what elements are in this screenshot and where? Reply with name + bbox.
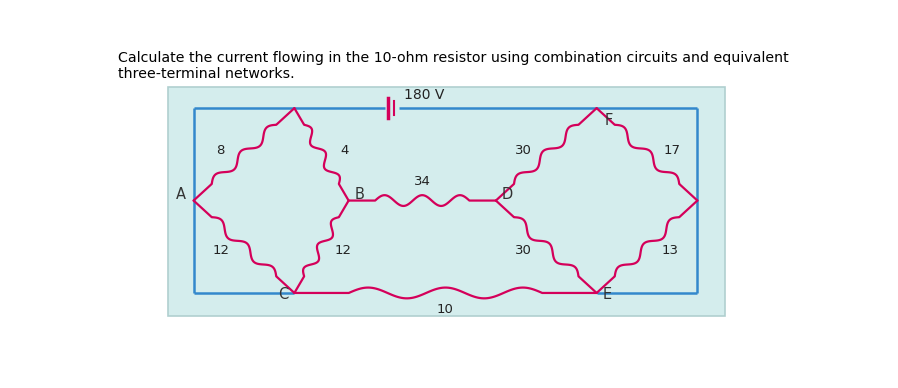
Text: 12: 12 [335, 244, 352, 257]
Text: 30: 30 [515, 244, 532, 257]
Text: 30: 30 [515, 144, 532, 157]
Text: 17: 17 [664, 144, 681, 157]
Text: 34: 34 [414, 175, 431, 188]
Text: three-terminal networks.: three-terminal networks. [119, 67, 295, 81]
Text: 4: 4 [340, 144, 349, 157]
Text: C: C [277, 287, 288, 302]
Text: 10: 10 [437, 303, 453, 316]
Text: Calculate the current flowing in the 10-ohm resistor using combination circuits : Calculate the current flowing in the 10-… [119, 51, 789, 65]
Text: D: D [502, 187, 514, 202]
Text: 8: 8 [216, 144, 224, 157]
Bar [168, 87, 725, 316]
Text: E: E [603, 287, 612, 302]
Text: A: A [176, 187, 186, 202]
Text: B: B [355, 187, 365, 202]
Text: 180 V: 180 V [404, 88, 445, 102]
Text: F: F [604, 113, 612, 128]
Text: 12: 12 [212, 244, 229, 257]
Text: 13: 13 [662, 244, 679, 257]
